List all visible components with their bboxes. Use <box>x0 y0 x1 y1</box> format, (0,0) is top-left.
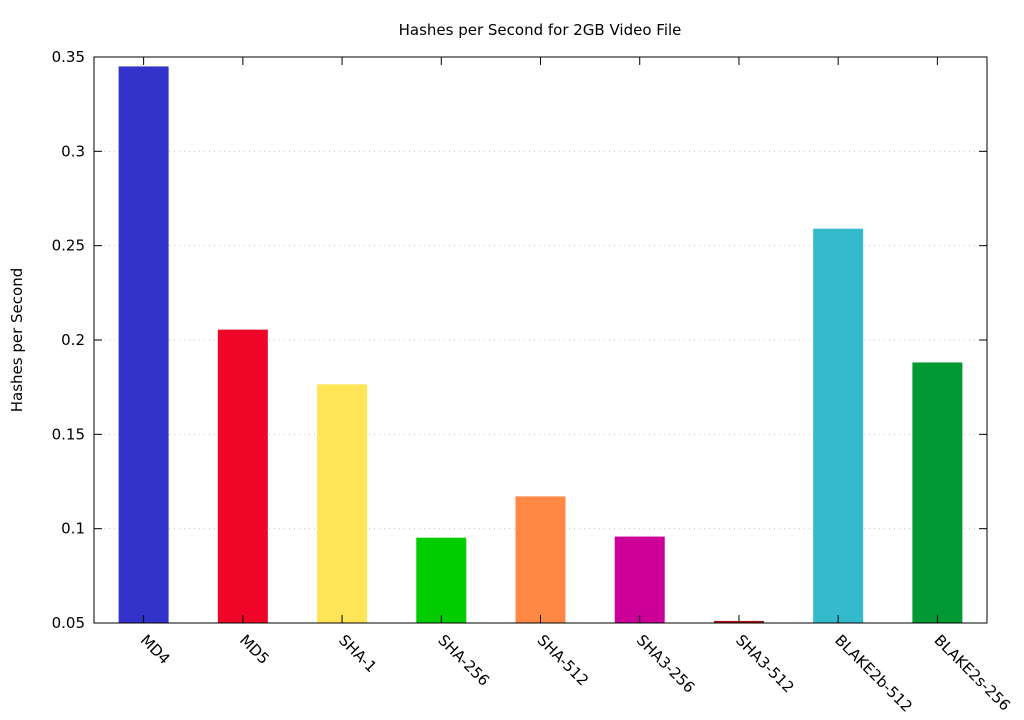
bars <box>118 66 963 624</box>
x-tick-label: MD5 <box>236 631 273 668</box>
bar-sha3-256 <box>614 536 665 623</box>
y-tick-label: 0.25 <box>52 237 85 255</box>
bar-sha-1 <box>317 384 368 623</box>
bar-blake2s-256 <box>912 362 963 623</box>
x-tick-label: MD4 <box>137 631 174 668</box>
x-tick-label: SHA3-256 <box>633 631 699 697</box>
bar-md5 <box>217 329 268 623</box>
chart-title: Hashes per Second for 2GB Video File <box>399 21 682 39</box>
bar-sha-512 <box>515 496 566 623</box>
y-tick-label: 0.2 <box>61 331 85 349</box>
x-tick-label: BLAKE2s-256 <box>931 631 1014 714</box>
y-tick-label: 0.3 <box>61 142 85 160</box>
bar-blake2b-512 <box>813 228 864 624</box>
y-tick-label: 0.05 <box>52 614 85 632</box>
y-tick-label: 0.35 <box>52 48 85 66</box>
x-tick-label: SHA3-512 <box>732 631 798 697</box>
x-tick-label: BLAKE2b-512 <box>831 631 916 716</box>
y-tick-label: 0.15 <box>52 425 85 443</box>
bar-md4 <box>118 66 169 623</box>
bar-sha-256 <box>416 537 467 623</box>
x-tick-label: SHA-256 <box>434 631 493 690</box>
x-tick-label: SHA-1 <box>335 631 380 676</box>
y-tick-label: 0.1 <box>61 520 85 538</box>
x-tick-label: SHA-512 <box>534 631 593 690</box>
y-axis-label: Hashes per Second <box>8 268 26 413</box>
